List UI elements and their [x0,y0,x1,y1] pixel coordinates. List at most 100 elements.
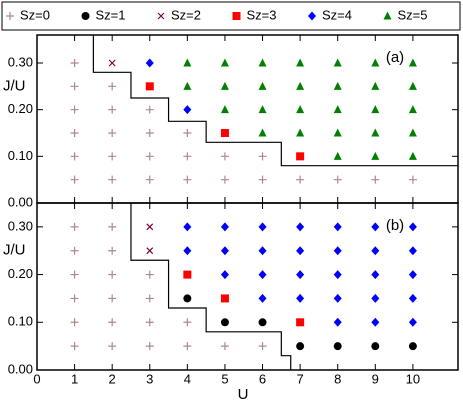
marker [258,105,267,114]
marker [183,81,192,90]
marker [145,318,154,327]
marker [296,222,305,232]
marker [258,246,267,256]
marker [408,222,417,232]
marker [408,342,417,351]
marker [258,81,267,90]
marker [70,59,79,67]
plot-frame [36,202,459,371]
marker [145,270,154,279]
marker [371,270,380,280]
marker [70,342,79,351]
marker [220,129,229,137]
marker [70,175,79,184]
marker [108,175,117,184]
marker [108,222,117,231]
y-tick-label: 0.10 [8,148,33,163]
marker [70,246,79,255]
marker [296,105,305,114]
x-tick-label: 5 [221,371,228,386]
marker [296,270,305,280]
marker [70,294,79,303]
y-tick-label: 0.20 [8,266,33,281]
y-tick-label: 0.00 [8,361,33,376]
marker [296,293,305,303]
marker [371,128,380,137]
marker [183,58,192,67]
marker [220,81,229,90]
marker [108,129,117,137]
marker [296,246,305,256]
marker [371,105,380,114]
marker [145,175,154,184]
marker [371,175,380,184]
legend-marker [308,11,316,21]
marker [296,128,305,137]
x-tick-label: 3 [146,371,153,386]
x-tick-label: 7 [297,371,304,386]
marker [333,293,342,303]
x-tick-label: 4 [184,371,191,386]
x-tick-label: 10 [406,371,420,386]
marker [258,175,267,184]
x-axis-label: U [238,386,249,403]
marker [145,58,154,68]
y-tick-label: 0.30 [8,54,33,69]
marker [145,342,154,351]
marker [371,151,380,160]
marker [220,342,229,351]
legend-marker [157,12,165,20]
legend-box [1,1,461,31]
marker [70,152,79,161]
y-tick-label: 0.00 [8,194,33,209]
marker [333,270,342,280]
marker [408,246,417,256]
phase-boundary [92,35,458,167]
marker [183,152,192,161]
marker [296,318,305,327]
marker [296,152,305,161]
legend-label: Sz=5 [398,7,428,22]
marker [183,318,192,327]
marker [258,318,267,327]
marker [258,293,267,303]
marker [183,105,192,115]
marker [258,222,267,232]
marker [408,128,417,137]
marker [296,175,305,184]
marker [220,175,229,184]
marker [258,128,267,137]
marker [108,246,117,255]
marker [371,342,380,351]
marker [333,317,342,327]
marker [220,152,229,161]
marker [371,81,380,90]
marker [70,222,79,231]
legend-label: Sz=4 [322,7,352,22]
marker [146,223,154,231]
marker [183,342,192,351]
marker [333,222,342,232]
legend-label: Sz=3 [247,7,277,22]
marker [108,270,117,279]
legend-label: Sz=1 [96,7,126,22]
marker [371,58,380,67]
legend-label: Sz=2 [171,7,201,22]
marker [183,270,192,279]
marker [296,81,305,90]
marker [183,246,192,256]
marker [296,58,305,67]
marker [408,317,417,327]
marker [408,270,417,280]
marker [371,246,380,256]
marker [371,222,380,232]
marker [183,222,192,232]
marker [371,293,380,303]
legend-marker [6,12,14,20]
marker [108,294,117,303]
x-tick-label: 2 [109,371,116,386]
marker [333,81,342,90]
marker [220,222,229,232]
marker [408,175,417,184]
